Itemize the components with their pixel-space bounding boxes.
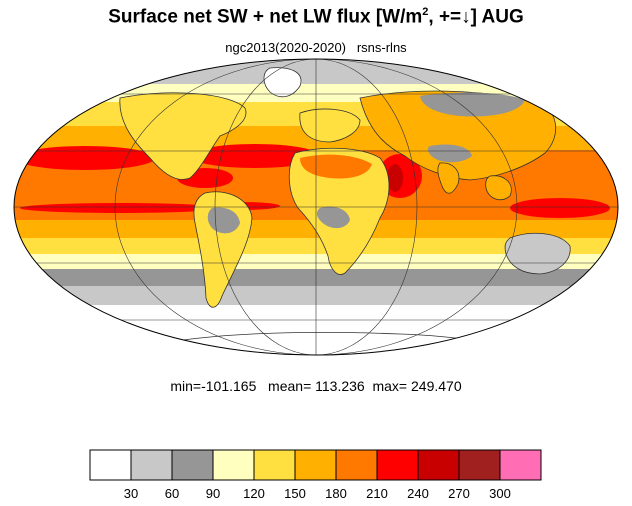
colorbar-ticks: 30 60 90 120 150 180 210 240 270 300 — [124, 486, 511, 501]
land-australia — [504, 233, 571, 275]
colorbar-box-4 — [253, 449, 296, 481]
colorbar-tick-label: 180 — [325, 486, 347, 501]
colorbar-box-3 — [212, 449, 255, 481]
colorbar: 30 60 90 120 150 180 210 240 270 300 — [89, 449, 542, 501]
title-suffix: , +=↓] AUG — [428, 6, 524, 28]
meridian-60 — [214, 59, 418, 355]
colorbar-tick-label: 150 — [284, 486, 306, 501]
land-greenland — [263, 67, 302, 98]
title-main: Surface net SW + net LW flux [W/m — [108, 6, 423, 28]
world-map — [13, 58, 619, 356]
colorbar-box-5 — [294, 449, 337, 481]
colorbar-tick-label: 120 — [243, 486, 265, 501]
patch-north-pacific-max — [15, 146, 155, 170]
colorbar-tick-label: 90 — [206, 486, 220, 501]
colorbar-box-0 — [89, 449, 132, 481]
field-statistics: min=-101.165 mean= 113.236 max= 249.470 — [170, 378, 462, 394]
land-india — [437, 162, 460, 194]
land-europe — [299, 108, 361, 143]
title-superscript: 2 — [422, 6, 429, 18]
colorbar-box-8 — [417, 449, 460, 481]
land-sahara — [300, 154, 372, 179]
colorbar-boxes — [89, 449, 542, 481]
colorbar-tick-label: 60 — [165, 486, 179, 501]
patch-indo-west-pacific — [510, 198, 610, 218]
colorbar-box-2 — [171, 449, 214, 481]
land-congo — [316, 206, 350, 229]
patch-itcz-pacific — [20, 203, 220, 213]
colorbar-box-1 — [130, 449, 173, 481]
colorbar-box-9 — [458, 449, 501, 481]
land-north-america — [119, 92, 247, 180]
map-subtitle: ngc2013(2020-2020) rsns-rlns — [225, 40, 407, 55]
colorbar-tick-label: 210 — [366, 486, 388, 501]
colorbar-tick-label: 270 — [448, 486, 470, 501]
land-siberia — [420, 92, 525, 117]
colorbar-box-10 — [499, 449, 542, 481]
colorbar-tick-label: 240 — [407, 486, 429, 501]
land-se-asia — [485, 175, 512, 201]
map-title: Surface net SW + net LW flux [W/m2, +=↓]… — [0, 6, 632, 28]
colorbar-box-7 — [376, 449, 419, 481]
globe-outline — [13, 58, 619, 356]
colorbar-box-6 — [335, 449, 378, 481]
meridian-120 — [114, 59, 518, 355]
colorbar-tick-label: 30 — [124, 486, 138, 501]
colorbar-tick-label: 300 — [489, 486, 511, 501]
patch-red-sea-max — [387, 164, 403, 192]
land-tibet — [427, 144, 472, 163]
